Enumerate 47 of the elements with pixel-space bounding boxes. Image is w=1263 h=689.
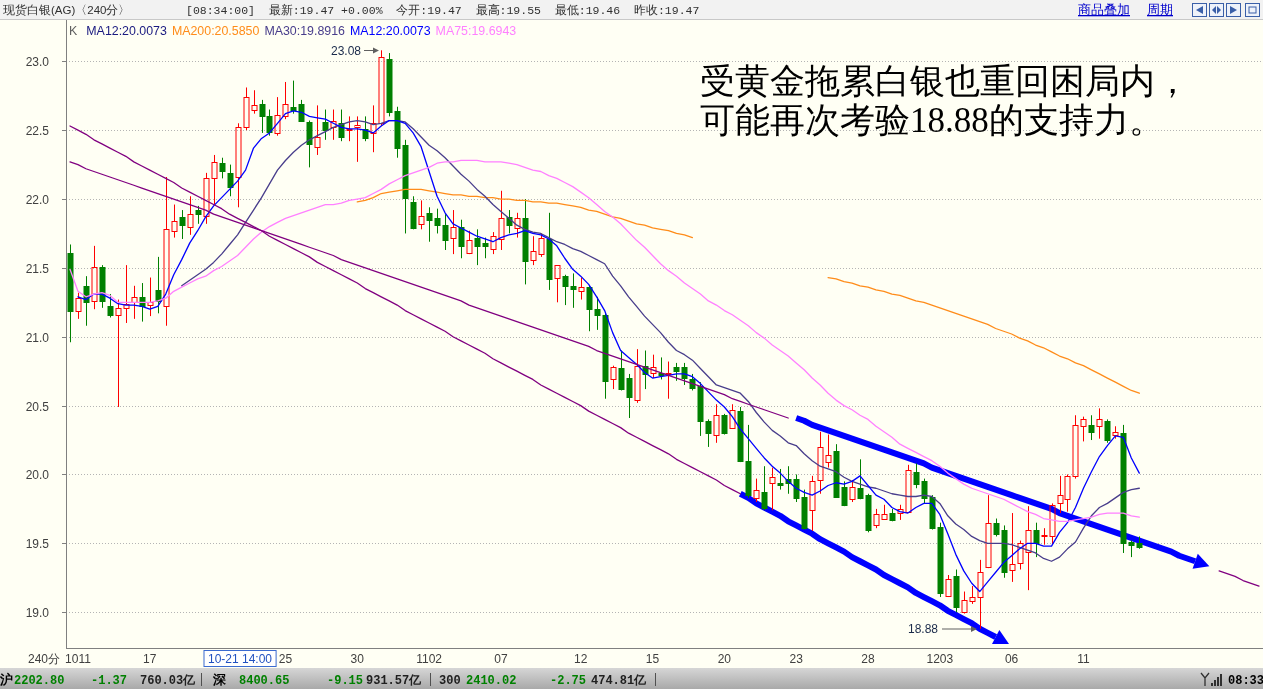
text: -1.37 xyxy=(91,674,128,688)
chart-subtitle: [08:34:00] 最新:19.47 +0.00% 今开:19.47 最高:19.55 最低:19.46 昨收:19.47 xyxy=(186,3,700,17)
text: 周期 xyxy=(1147,2,1173,17)
x-tick-label: 20 xyxy=(717,652,732,666)
text: -2.75 xyxy=(550,674,587,688)
legend: K MA12:20.0073 MA200:20.5850 MA30:19.8916 MA12:20.0073 MA75:19.6943 xyxy=(69,24,517,38)
y-tick-label: 23.0 xyxy=(25,54,50,69)
chart-title: 现货白银(AG)〈240分〉 xyxy=(3,4,131,17)
x-tick-label: 30 xyxy=(350,652,365,666)
text: -9.15 xyxy=(327,674,364,688)
text: 08:33 xyxy=(1228,674,1263,688)
y-tick-label: 20.5 xyxy=(25,399,50,414)
x-tick-label: 1011 xyxy=(65,652,92,666)
text: 300 xyxy=(439,674,461,688)
x-axis-title: 240分 xyxy=(27,652,60,666)
y-tick-label: 22.0 xyxy=(25,192,50,207)
text: 8400.65 xyxy=(239,674,290,688)
x-tick-label: 06 xyxy=(1004,652,1019,666)
text: 沪 xyxy=(0,672,13,687)
y-tick-label: 21.5 xyxy=(25,261,50,276)
y-tick-label: 22.5 xyxy=(25,123,50,138)
text: 深 xyxy=(212,672,227,687)
x-tick-label: 12 xyxy=(574,652,588,666)
y-tick-label: 20.0 xyxy=(25,467,50,482)
text: 760.03亿 xyxy=(140,674,197,688)
x-tick-label: 07 xyxy=(494,652,508,666)
text: 931.57亿 xyxy=(366,674,423,688)
annotation: 18.88 xyxy=(907,622,939,636)
x-tick-label: 25 xyxy=(278,652,293,666)
y-tick-label: 19.0 xyxy=(25,605,50,620)
cursor-label: 10-21 14:00 xyxy=(203,650,277,667)
annotation: 受黄金拖累白银也重回困局内， xyxy=(700,62,1190,101)
x-tick-label: 11 xyxy=(1077,652,1090,666)
text: 2202.80 xyxy=(14,674,65,688)
x-tick-label: 15 xyxy=(645,652,660,666)
text: 474.81亿 xyxy=(591,674,648,688)
y-tick-label: 19.5 xyxy=(25,536,50,551)
x-tick-label: 1203 xyxy=(926,652,954,666)
x-tick-label: 23 xyxy=(789,652,804,666)
x-tick-label: 28 xyxy=(861,652,875,666)
annotation: 可能再次考验18.88的支持力。 xyxy=(700,101,1164,140)
x-tick-label: 1102 xyxy=(416,652,443,666)
text: 商品叠加 xyxy=(1078,2,1130,17)
annotation: 23.08 xyxy=(330,43,362,58)
text: 2410.02 xyxy=(466,674,517,688)
x-tick-label: 17 xyxy=(143,652,157,666)
y-tick-label: 21.0 xyxy=(25,330,50,345)
